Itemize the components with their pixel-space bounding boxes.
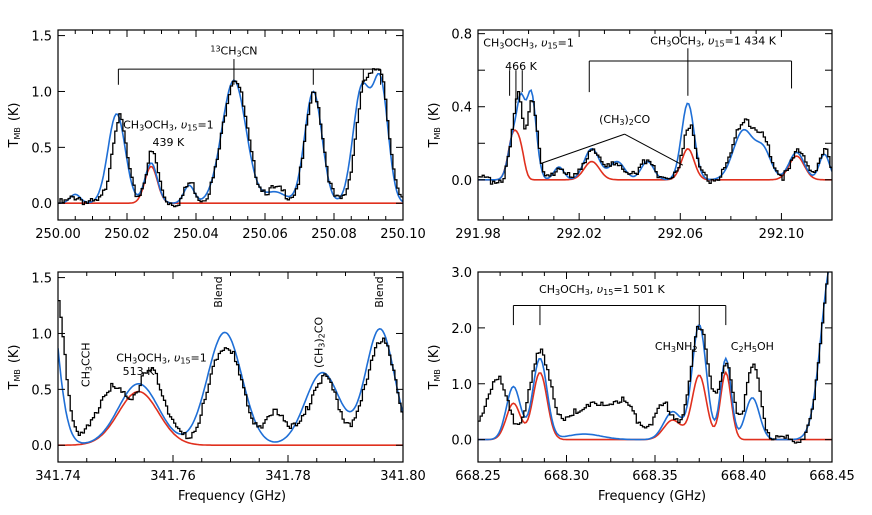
chart-panel-3: 341.74 341.76 341.78 341.80 0.0 0.5 1.0 1.5 TMB(…: [7, 271, 426, 484]
x-tick-label: 668.35: [632, 469, 678, 484]
annotation-label: 466 K: [505, 60, 537, 73]
x-tick-label: 668.40: [721, 469, 767, 484]
y-tick-label: 1.5: [31, 272, 52, 287]
y-tick-label: 0.5: [31, 383, 52, 398]
y-tick-label: 3.0: [451, 266, 472, 281]
annotation-label: CH3NH2: [655, 340, 698, 354]
y-tick-label: 1.5: [31, 30, 52, 45]
y-axis-label: TMB(K): [7, 344, 22, 390]
y-tick-label: 2.0: [451, 322, 472, 337]
annotation-label: CH3CCH: [80, 342, 94, 387]
annotation-label: Blend: [212, 276, 225, 307]
x-axis-label-right: Frequency (GHz): [598, 489, 706, 504]
y-tick-label: 0.4: [451, 101, 472, 116]
y-axis-label: TMB(K): [427, 102, 442, 148]
x-tick-label: 341.80: [380, 469, 426, 484]
x-tick-label: 292.02: [556, 227, 602, 242]
x-tick-label: 250.02: [104, 227, 150, 242]
series-model-species: [58, 165, 403, 204]
series-model-species: [478, 129, 832, 181]
annotation-label: 513 K: [123, 365, 155, 378]
pointer-line: [624, 133, 684, 166]
x-tick-label: 341.74: [35, 469, 81, 484]
x-tick-label: 668.25: [455, 469, 501, 484]
plot-frame: [477, 29, 833, 221]
x-axis-label-left: Frequency (GHz): [178, 489, 286, 504]
x-tick-label: 341.76: [150, 469, 196, 484]
annotation-label: CH3OCH3, υ15=1: [483, 36, 574, 50]
x-tick-label: 250.00: [35, 227, 81, 242]
series-model-total: [58, 73, 403, 204]
annotation-label: (CH3)2CO: [313, 317, 327, 368]
plot-frame: [57, 271, 404, 463]
plot-frame: [57, 29, 404, 221]
x-tick-label: 292.10: [759, 227, 805, 242]
y-tick-label: 0.0: [451, 174, 472, 189]
y-tick-label: 1.0: [31, 327, 52, 342]
x-tick-label: 250.06: [242, 227, 288, 242]
chart-panel-1: 250.00 250.02 250.04 250.06 250.08 250.10 0.0 0…: [7, 29, 426, 242]
x-tick-label: 668.30: [544, 469, 590, 484]
annotation-label: Blend: [373, 276, 386, 307]
y-axis-label: TMB(K): [427, 344, 442, 390]
x-tick-label: 250.04: [173, 227, 219, 242]
chart-panel-2: 291.98 292.02 292.06 292.10 0.0 0.4 0.8 TMB(K) C…: [427, 28, 833, 242]
series-model-species: [58, 390, 403, 446]
x-tick-label: 292.06: [658, 227, 704, 242]
annotation-label: CH3OCH3, υ15=1: [123, 118, 214, 132]
annotation-label: (CH3)2CO: [599, 113, 650, 127]
annotation-label: 439 K: [153, 136, 185, 149]
annotation-label: C2H5OH: [731, 340, 774, 354]
annotation-label: 13CH3CN: [210, 45, 257, 59]
plot-frame: [477, 271, 833, 463]
y-tick-label: 0.0: [31, 439, 52, 454]
x-tick-label: 250.10: [380, 227, 426, 242]
y-tick-label: 0.5: [31, 141, 52, 156]
y-axis-label: TMB(K): [7, 102, 22, 148]
y-tick-label: 1.0: [31, 85, 52, 100]
series-observed: [58, 299, 403, 440]
annotation-label: CH3OCH3, υ15=1 501 K: [539, 283, 666, 297]
series-model-total: [478, 272, 830, 441]
series-model-total: [58, 327, 403, 444]
annotation-label: CH3OCH3, υ15=1 434 K: [650, 35, 777, 49]
x-tick-label: 250.08: [311, 227, 357, 242]
y-tick-label: 1.0: [451, 378, 472, 393]
series-observed: [478, 90, 832, 185]
annotation-label: CH3OCH3, υ15=1: [116, 351, 207, 365]
chart-panel-4: 668.25 668.30 668.35 668.40 668.45 0.0 1.0 2.0 3…: [427, 266, 855, 484]
series-observed: [478, 272, 829, 444]
x-tick-label: 668.45: [809, 469, 855, 484]
y-tick-label: 0.0: [451, 434, 472, 449]
y-tick-label: 0.0: [31, 197, 52, 212]
pointer-line: [541, 133, 625, 164]
series-observed: [58, 68, 403, 208]
x-tick-label: 291.98: [455, 227, 501, 242]
x-tick-label: 341.78: [265, 469, 311, 484]
y-tick-label: 0.8: [451, 28, 472, 43]
